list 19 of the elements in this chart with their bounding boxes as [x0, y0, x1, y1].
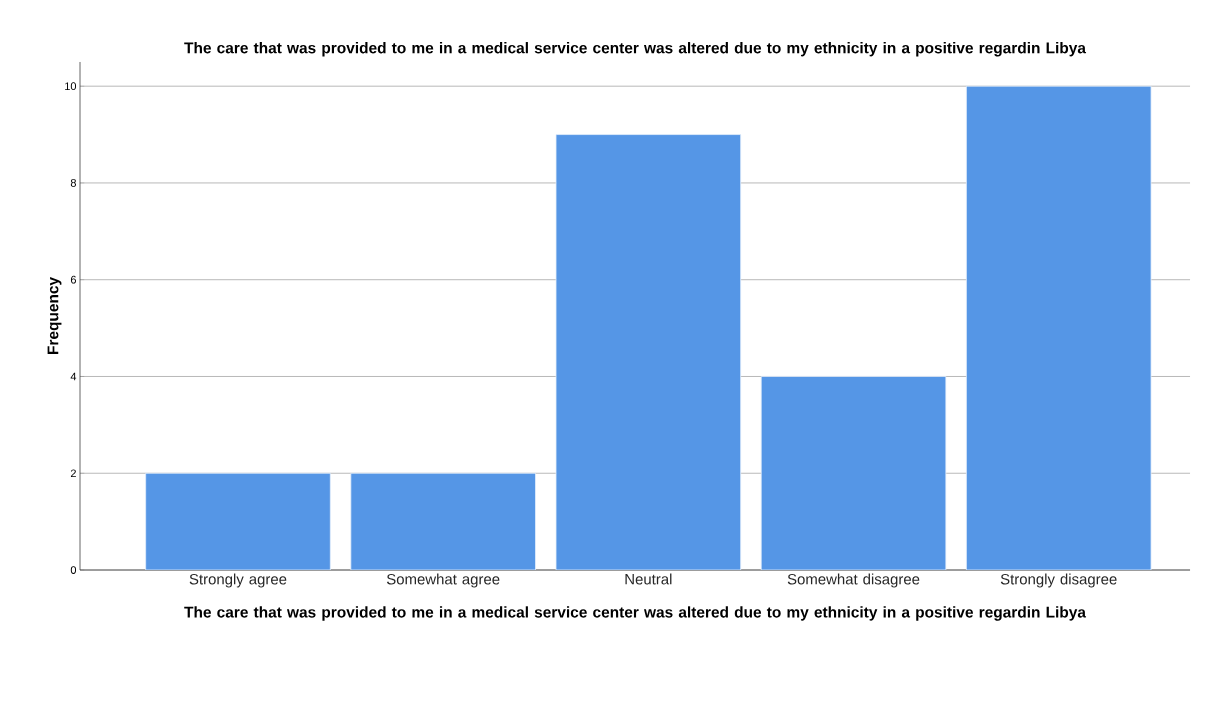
x-tick-label: Somewhat disagree: [787, 573, 920, 588]
x-tick-label: Strongly agree: [189, 573, 287, 588]
y-tick-label: 2: [70, 469, 76, 478]
y-tick-label: 10: [65, 82, 77, 91]
x-tick-label: Somewhat agree: [386, 573, 500, 588]
y-axis-title: Frequency: [47, 277, 62, 355]
y-tick-label: 4: [70, 372, 77, 381]
y-tick-label: 6: [70, 275, 76, 284]
bar: [145, 472, 331, 570]
y-tick-label: 8: [70, 179, 76, 187]
chart-title: The care that was provided to me in a medical service center was altered due to my ethnicity in a positive regardin Libya: [184, 42, 1087, 57]
x-axis-title: The care that was provided to me in a medical service center was altered due to my ethnicity in a positive regardin Libya: [184, 606, 1087, 621]
bar: [555, 134, 742, 570]
x-tick-label: Strongly disagree: [1000, 573, 1117, 588]
bar: [350, 472, 536, 570]
y-tick-label: 0: [70, 566, 77, 574]
x-tick-label: Neutral: [625, 573, 672, 585]
bar: [760, 376, 947, 570]
bar: [965, 85, 1152, 570]
